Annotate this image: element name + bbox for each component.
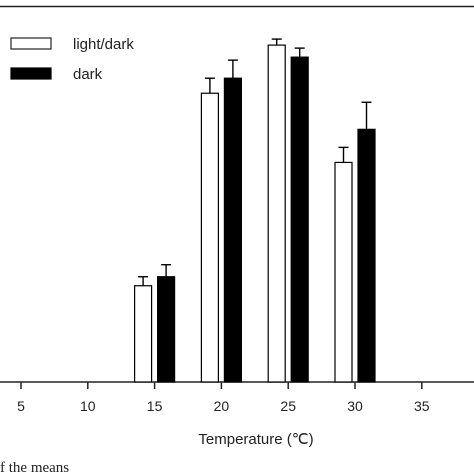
bar xyxy=(200,92,219,383)
x-axis-title: Temperature (℃) xyxy=(198,431,313,448)
bar-series xyxy=(134,38,376,383)
bar xyxy=(134,285,153,383)
legend: light/dark dark xyxy=(10,36,134,83)
bar xyxy=(357,128,376,383)
legend-swatch-light-dark xyxy=(10,37,52,50)
x-tick-label: 5 xyxy=(17,398,25,414)
x-tick-label: 20 xyxy=(214,398,230,414)
caption-fragment: f the means xyxy=(0,460,69,474)
x-tick-label: 15 xyxy=(147,398,163,414)
x-tick-label: 35 xyxy=(414,398,430,414)
bar xyxy=(223,77,242,383)
x-ticks: 5 10 15 20 25 30 35 xyxy=(17,382,430,414)
x-tick-label: 30 xyxy=(347,398,363,414)
bar xyxy=(334,161,353,383)
legend-label-dark: dark xyxy=(73,66,103,83)
x-tick-label: 10 xyxy=(80,398,96,414)
legend-swatch-dark xyxy=(10,67,52,80)
legend-label-light-dark: light/dark xyxy=(73,36,134,53)
bar xyxy=(267,44,286,383)
x-tick-label: 25 xyxy=(280,398,296,414)
bar xyxy=(157,276,176,383)
bar xyxy=(290,56,309,383)
